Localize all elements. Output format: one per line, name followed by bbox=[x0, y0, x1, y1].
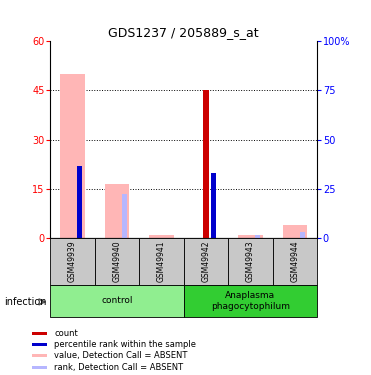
Text: GSM49939: GSM49939 bbox=[68, 241, 77, 282]
FancyBboxPatch shape bbox=[184, 285, 317, 317]
Bar bbox=[211, 172, 216, 238]
FancyBboxPatch shape bbox=[95, 238, 139, 285]
Text: GSM49942: GSM49942 bbox=[201, 241, 210, 282]
Bar bbox=[122, 194, 127, 238]
Text: GSM49941: GSM49941 bbox=[157, 241, 166, 282]
Bar bbox=[33, 343, 47, 346]
Text: GSM49944: GSM49944 bbox=[290, 241, 299, 282]
Bar bbox=[77, 166, 82, 238]
Bar bbox=[300, 231, 305, 238]
Text: percentile rank within the sample: percentile rank within the sample bbox=[54, 340, 196, 349]
Bar bbox=[203, 90, 209, 238]
Bar bbox=[60, 74, 85, 238]
Bar bbox=[33, 354, 47, 357]
Text: control: control bbox=[101, 296, 132, 305]
Bar bbox=[283, 225, 307, 238]
FancyBboxPatch shape bbox=[139, 238, 184, 285]
FancyBboxPatch shape bbox=[184, 238, 228, 285]
Bar bbox=[255, 235, 260, 238]
Bar bbox=[77, 166, 82, 238]
Text: GSM49943: GSM49943 bbox=[246, 241, 255, 282]
Bar bbox=[149, 235, 174, 238]
Text: value, Detection Call = ABSENT: value, Detection Call = ABSENT bbox=[54, 351, 187, 360]
Text: infection: infection bbox=[4, 297, 46, 307]
FancyBboxPatch shape bbox=[50, 238, 95, 285]
Bar bbox=[33, 366, 47, 369]
Bar bbox=[105, 184, 129, 238]
Text: count: count bbox=[54, 329, 78, 338]
Text: Anaplasma
phagocytophilum: Anaplasma phagocytophilum bbox=[211, 291, 290, 310]
FancyBboxPatch shape bbox=[228, 238, 273, 285]
Text: GSM49940: GSM49940 bbox=[112, 241, 121, 282]
FancyBboxPatch shape bbox=[50, 285, 184, 317]
Bar bbox=[33, 332, 47, 335]
FancyBboxPatch shape bbox=[273, 238, 317, 285]
Title: GDS1237 / 205889_s_at: GDS1237 / 205889_s_at bbox=[108, 26, 259, 39]
Text: rank, Detection Call = ABSENT: rank, Detection Call = ABSENT bbox=[54, 363, 183, 372]
Bar bbox=[238, 235, 263, 238]
